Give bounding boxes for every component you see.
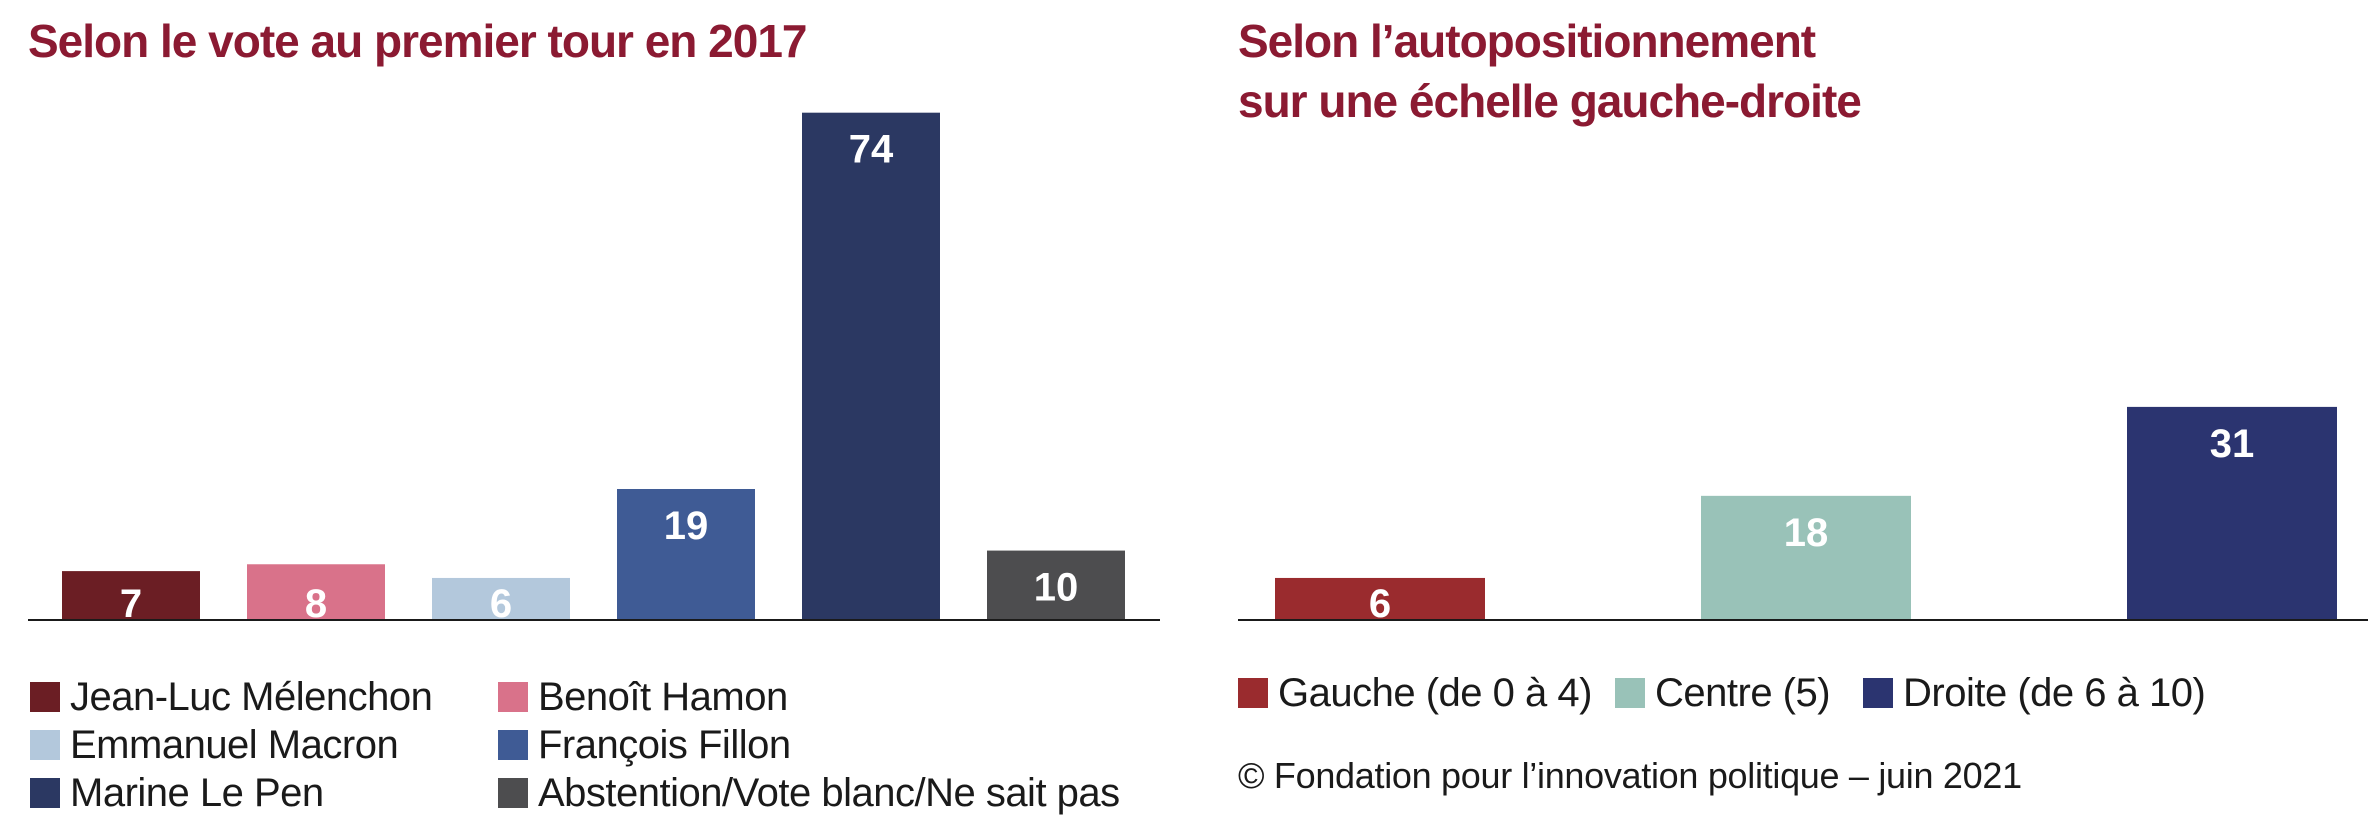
chart-panel-autopositionnement: Selon l’autopositionnement sur une échel… xyxy=(1210,0,2378,832)
legend-item-marine-le-pen: Marine Le Pen xyxy=(30,771,324,815)
bar-abstention-vote-blanc-ne-sait-pas xyxy=(987,550,1125,619)
legend-swatch xyxy=(498,778,528,808)
bar-chart-vote-2017: 7 8 6 19 74 10 xyxy=(28,112,1160,626)
chart-title: Selon le vote au premier tour en 2017 xyxy=(28,15,808,67)
legend-item-gauche-de-0-a-4: Gauche (de 0 à 4) xyxy=(1238,671,1592,715)
bar-benoit-hamon xyxy=(247,564,385,619)
legend-swatch xyxy=(30,730,60,760)
bar-chart-autopositionnement: 6 18 31 xyxy=(1238,406,2368,626)
legend-swatch xyxy=(1615,678,1645,708)
data-label-gauche-de-0-a-4: 6 xyxy=(1369,582,1391,626)
legend-label: Marine Le Pen xyxy=(70,770,324,815)
chart-title-line-2: sur une échelle gauche-droite xyxy=(1238,75,1862,127)
legend-label: François Fillon xyxy=(538,722,791,767)
legend-item-francois-fillon: François Fillon xyxy=(498,723,791,767)
bar-droite-de-6-a-10 xyxy=(2127,406,2337,619)
legend-label: Droite (de 6 à 10) xyxy=(1903,670,2206,715)
legend-swatch xyxy=(498,730,528,760)
bar-francois-fillon xyxy=(617,489,755,619)
chart-panel-vote-2017: Selon le vote au premier tour en 2017 7 8… xyxy=(0,0,1180,832)
data-label-abstention-vote-blanc-ne-sait-pas: 10 xyxy=(1034,566,1079,610)
legend-swatch xyxy=(30,682,60,712)
legend-label: Benoît Hamon xyxy=(538,674,788,719)
source-credit: © Fondation pour l’innovation politique … xyxy=(1238,755,2022,796)
bar-centre-5 xyxy=(1701,495,1911,619)
data-label-marine-le-pen: 74 xyxy=(849,128,894,172)
chart-title-line-1: Selon l’autopositionnement xyxy=(1238,15,1816,67)
bar-emmanuel-macron xyxy=(432,577,570,619)
bar-jean-luc-melenchon xyxy=(62,571,200,619)
data-label-emmanuel-macron: 6 xyxy=(490,582,512,626)
bar-gauche-de-0-a-4 xyxy=(1275,577,1485,619)
legend-item-benoit-hamon: Benoît Hamon xyxy=(498,675,788,719)
legend-label: Jean-Luc Mélenchon xyxy=(70,674,433,719)
data-label-jean-luc-melenchon: 7 xyxy=(120,582,142,626)
legend-item-centre-5: Centre (5) xyxy=(1615,670,1831,715)
data-label-francois-fillon: 19 xyxy=(664,504,709,548)
data-label-droite-de-6-a-10: 31 xyxy=(2210,422,2255,466)
legend-label: Abstention/Vote blanc/Ne sait pas xyxy=(538,770,1120,815)
data-label-benoit-hamon: 8 xyxy=(305,582,327,626)
legend-swatch xyxy=(30,778,60,808)
legend-swatch xyxy=(498,682,528,712)
legend-label: Centre (5) xyxy=(1655,670,1831,715)
legend-item-jean-luc-melenchon: Jean-Luc Mélenchon xyxy=(30,674,433,719)
legend-label: Gauche (de 0 à 4) xyxy=(1278,670,1592,715)
legend-swatch xyxy=(1238,678,1268,708)
data-label-centre-5: 18 xyxy=(1784,511,1829,555)
legend-item-abstention-vote-blanc-ne-sait-pas: Abstention/Vote blanc/Ne sait pas xyxy=(498,771,1120,815)
legend-item-emmanuel-macron: Emmanuel Macron xyxy=(30,722,399,767)
bar-marine-le-pen xyxy=(802,112,940,620)
legend-swatch xyxy=(1863,678,1893,708)
legend-label: Emmanuel Macron xyxy=(70,722,399,767)
legend-item-droite-de-6-a-10: Droite (de 6 à 10) xyxy=(1863,670,2206,715)
